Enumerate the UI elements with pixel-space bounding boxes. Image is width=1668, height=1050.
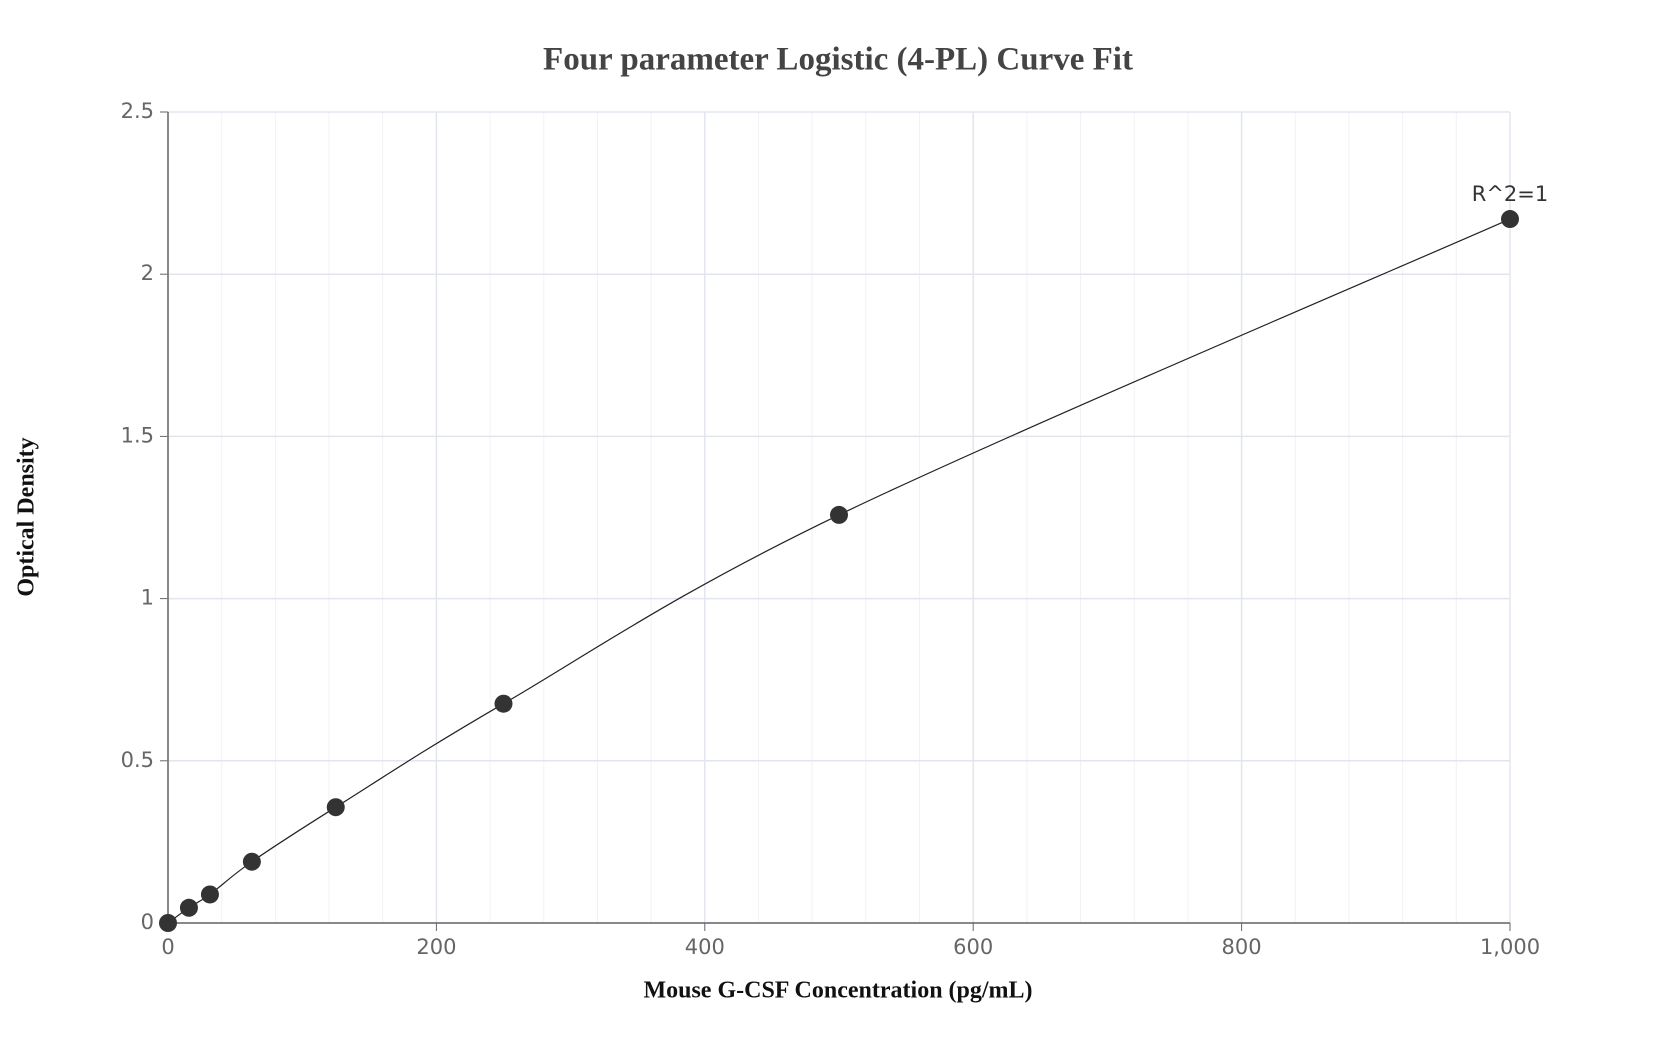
y-tick-label: 0.5 — [121, 748, 154, 772]
annotation: R^2=1 — [1472, 182, 1549, 206]
y-axis-label: Optical Density — [14, 437, 40, 596]
fit-curve — [167, 218, 1511, 924]
data-point — [830, 505, 848, 524]
y-tick-label: 2 — [141, 261, 154, 285]
data-point — [159, 914, 177, 932]
data-point — [179, 898, 198, 917]
x-tick-label: 600 — [953, 935, 993, 959]
data-point — [1501, 210, 1519, 229]
y-tick-label: 1.5 — [121, 423, 154, 447]
x-tick-label: 1,000 — [1480, 935, 1540, 959]
x-tick-label: 0 — [161, 935, 174, 959]
y-tick-label: 2.5 — [121, 99, 154, 123]
y-tick-label: 0 — [141, 910, 154, 934]
x-tick-label: 200 — [416, 935, 456, 959]
data-point — [494, 694, 513, 713]
x-tick-label: 800 — [1222, 935, 1262, 959]
data-point — [200, 885, 219, 904]
y-tick-label: 1 — [141, 586, 154, 610]
x-tick-label: 400 — [685, 935, 725, 959]
data-point — [326, 798, 345, 817]
chart-title: Four parameter Logistic (4-PL) Curve Fit — [543, 42, 1133, 78]
data-point — [242, 852, 261, 871]
x-axis-label: Mouse G-CSF Concentration (pg/mL) — [643, 978, 1032, 1004]
